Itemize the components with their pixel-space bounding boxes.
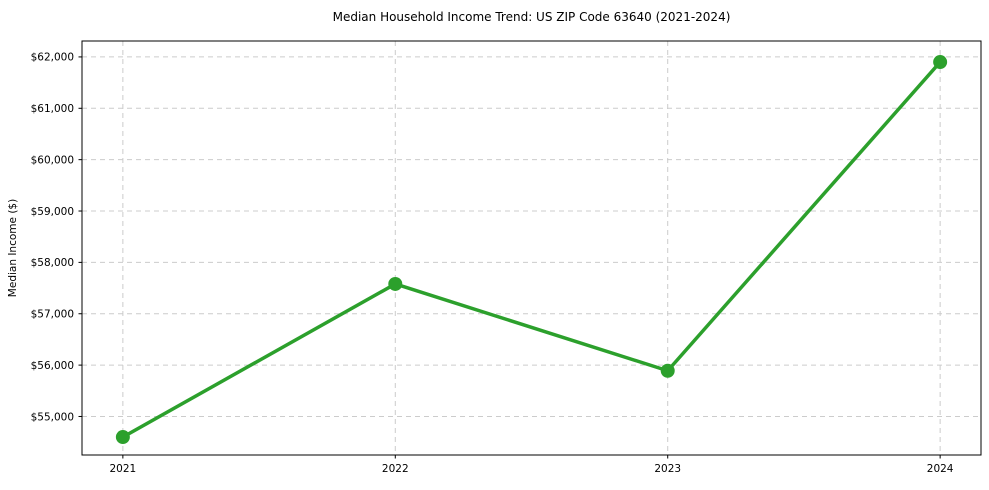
x-tick-label: 2021 <box>109 463 136 475</box>
tick-layer <box>78 56 941 459</box>
tick-label-layer: $55,000 $56,000 $57,000 $58,000 $59,000 $60,0… <box>31 52 954 475</box>
y-axis-label: Median Income ($) <box>7 199 19 297</box>
x-tick-label: 2023 <box>654 463 681 475</box>
chart-title: Median Household Income Trend: US ZIP Co… <box>333 10 731 24</box>
plot-border <box>81 40 982 456</box>
y-tick-label: $55,000 <box>31 411 74 423</box>
data-point-marker <box>388 276 403 291</box>
series-layer <box>115 55 948 445</box>
trend-line <box>121 60 942 439</box>
x-tick-label: 2022 <box>382 463 409 475</box>
y-tick-label: $56,000 <box>31 360 74 372</box>
data-point-marker <box>933 55 948 70</box>
x-tick-label: 2024 <box>927 463 954 475</box>
y-tick-label: $59,000 <box>31 206 74 218</box>
data-point-marker <box>660 363 675 378</box>
data-point-marker <box>115 430 130 445</box>
y-tick-label: $57,000 <box>31 309 74 321</box>
y-tick-label: $58,000 <box>31 257 74 269</box>
y-tick-label: $60,000 <box>31 154 74 166</box>
y-tick-label: $61,000 <box>31 103 74 115</box>
grid-layer <box>82 41 981 455</box>
y-tick-label: $62,000 <box>31 52 74 64</box>
